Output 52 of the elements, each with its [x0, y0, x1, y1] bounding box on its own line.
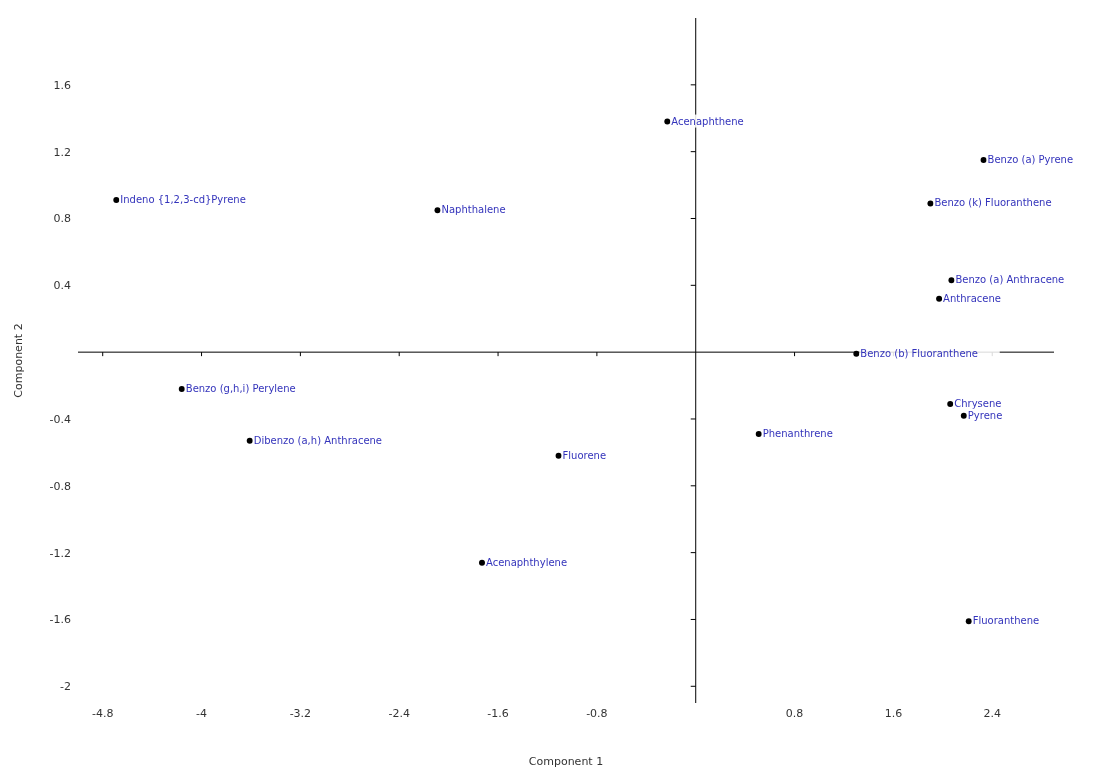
point: [948, 277, 955, 284]
y-tick-label: -2: [60, 680, 71, 694]
y-axis-title: Component 2: [11, 321, 25, 400]
x-tick-label: 0.8: [785, 706, 804, 720]
y-tick-label: 0.4: [53, 279, 71, 293]
y-tick-label: 0.8: [53, 212, 71, 226]
annotation: Benzo (a) Pyrene: [987, 154, 1074, 166]
x-tick-label: 2.4: [983, 706, 1001, 720]
point: [980, 157, 987, 164]
annotation: Anthracene: [943, 292, 1001, 304]
annotation: Benzo (b) Fluoranthene: [860, 347, 979, 359]
point: [113, 197, 120, 204]
y-tick-label: -0.4: [49, 412, 71, 426]
point: [178, 385, 185, 392]
point: [755, 431, 762, 438]
annotation: Dibenzo (a,h) Anthracene: [253, 434, 383, 446]
y-tick-label: -1.6: [49, 613, 71, 627]
x-tick-label: -3.2: [289, 706, 312, 720]
x-tick-label: -2.4: [388, 706, 410, 720]
annotation: Pyrene: [967, 409, 1003, 421]
annotation: Benzo (a) Anthracene: [955, 274, 1065, 286]
point: [853, 350, 860, 357]
y-tick-label: 1.6: [53, 78, 71, 92]
point: [927, 200, 934, 207]
x-tick-label: -0.8: [586, 706, 608, 720]
x-tick-label: 1.6: [884, 706, 903, 720]
point: [434, 207, 441, 214]
annotation: Indeno {1,2,3-cd}Pyrene: [120, 194, 246, 206]
annotation: Benzo (g,h,i) Perylene: [185, 382, 296, 394]
x-tick-label: -4: [196, 706, 208, 720]
annotation: Fluoranthene: [972, 615, 1040, 627]
y-tick-label: 1.2: [53, 145, 71, 159]
x-axis-title: Component 1: [527, 755, 605, 768]
point: [478, 559, 485, 566]
point: [936, 295, 943, 302]
annotation: Acenaphthylene: [485, 556, 568, 568]
annotation: Fluorene: [562, 449, 607, 461]
x-tick-label: -4.8: [91, 706, 114, 720]
point: [947, 400, 954, 407]
point: [246, 437, 253, 444]
point: [555, 452, 562, 459]
annotation: Benzo (k) Fluoranthene: [934, 197, 1052, 209]
annotation: Naphthalene: [441, 204, 506, 216]
point: [664, 118, 671, 125]
point: [960, 412, 967, 419]
x-tick-label: -1.6: [487, 706, 509, 720]
annotation: Chrysene: [954, 397, 1002, 409]
annotation: Acenaphthene: [671, 115, 744, 127]
y-tick-label: -1.2: [49, 546, 71, 560]
point: [965, 618, 972, 625]
annotation: Phenanthrene: [762, 428, 833, 440]
y-tick-label: -0.8: [49, 479, 71, 493]
